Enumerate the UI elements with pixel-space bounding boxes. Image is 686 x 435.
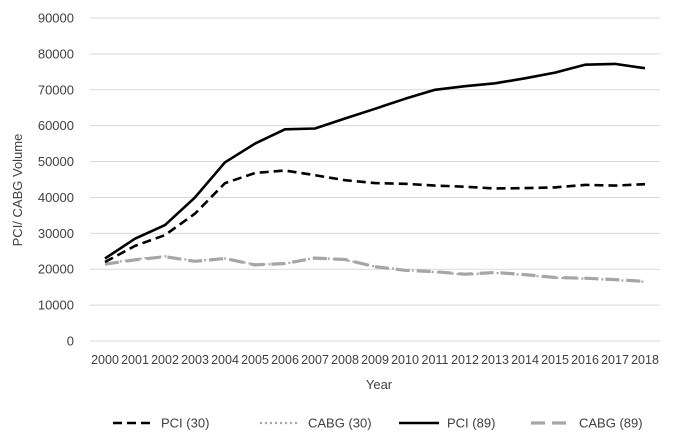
y-axis-label: PCI/ CABG Volume <box>10 134 25 247</box>
x-tick-label: 2006 <box>271 353 299 367</box>
series-lines <box>104 62 646 283</box>
y-tick-label: 40000 <box>38 190 74 205</box>
y-tick-label: 20000 <box>38 262 74 277</box>
x-tick-label: 2008 <box>331 353 359 367</box>
x-tick-label: 2009 <box>361 353 389 367</box>
y-tick-label: 50000 <box>38 154 74 169</box>
y-tick-label: 70000 <box>38 82 74 97</box>
x-axis-label: Year <box>366 377 393 392</box>
x-tick-label: 2011 <box>422 353 449 367</box>
y-tick-label: 0 <box>67 334 74 349</box>
y-tick-label: 60000 <box>38 118 74 133</box>
legend-label: CABG (30) <box>308 416 372 431</box>
x-tick-label: 2004 <box>211 353 239 367</box>
y-tick-label: 80000 <box>38 46 74 61</box>
series-line <box>104 255 646 283</box>
x-tick-label: 2013 <box>481 353 509 367</box>
x-tick-label: 2003 <box>181 353 209 367</box>
x-tick-label: 2010 <box>391 353 419 367</box>
x-tick-label: 2007 <box>301 353 329 367</box>
series-line <box>104 62 646 260</box>
x-tick-label: 2015 <box>541 353 569 367</box>
legend-label: CABG (89) <box>579 416 643 431</box>
x-tick-label: 2017 <box>601 353 629 367</box>
x-tick-label: 2014 <box>511 353 539 367</box>
x-tick-label: 2005 <box>241 353 269 367</box>
gridlines <box>90 17 660 342</box>
y-tick-label: 90000 <box>38 11 74 26</box>
x-tick-label: 2016 <box>571 353 599 367</box>
y-tick-label: 10000 <box>38 298 74 313</box>
x-tick-label: 2002 <box>151 353 179 367</box>
y-tick-label: 30000 <box>38 226 74 241</box>
x-tick-label: 2018 <box>631 353 659 367</box>
legend-label: PCI (30) <box>161 416 209 431</box>
series-line <box>104 169 646 264</box>
x-tick-labels: 2000 2001 2002 2003 2004 2005 2006 2007 2008 2009… <box>91 353 659 367</box>
legend: PCI (30) CABG (30) PCI (89) CABG (89) <box>113 416 643 431</box>
x-tick-label: 2000 <box>91 353 119 367</box>
x-tick-label: 2012 <box>451 353 479 367</box>
x-tick-label: 2001 <box>121 353 149 367</box>
legend-label: PCI (89) <box>447 416 495 431</box>
y-tick-labels: 0 10000 20000 30000 40000 50000 60000 70000 8000… <box>38 11 74 349</box>
